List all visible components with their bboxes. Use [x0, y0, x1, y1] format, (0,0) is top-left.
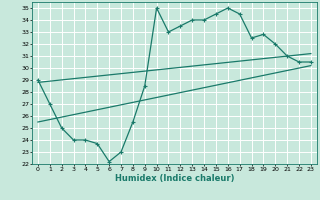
X-axis label: Humidex (Indice chaleur): Humidex (Indice chaleur) [115, 174, 234, 183]
